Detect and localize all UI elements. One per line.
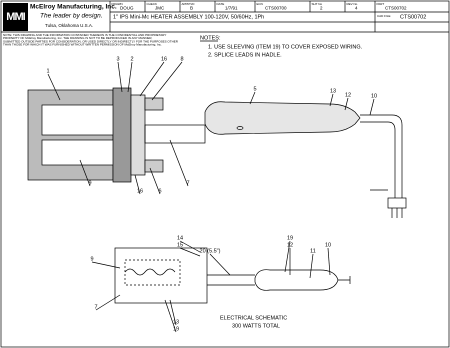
- leader-line: [169, 139, 189, 187]
- cad-label: CAD FILE: [377, 14, 391, 18]
- leader-line: [309, 253, 314, 279]
- leader-line: [344, 97, 349, 111]
- note: 2. SPLICE LEADS IN HADLE.: [208, 52, 282, 58]
- callout: 20 (5.5"): [200, 248, 221, 254]
- leader-line: [79, 159, 91, 187]
- schematic-subtitle: 300 WATTS TOTAL: [232, 323, 280, 329]
- callout: 19: [287, 235, 293, 241]
- notice-line: NOTE: THIS DRAWING AND THE INFORMATION C…: [3, 33, 166, 37]
- notice-line: SUBMITTED OUTSIDE PARTIES FOR CONSIDERAT…: [3, 39, 179, 43]
- callout: 8: [180, 56, 183, 62]
- callout: 19: [173, 326, 179, 332]
- leader-line: [91, 261, 121, 269]
- callout: 3: [116, 56, 119, 62]
- field-value: 1/7/91: [225, 6, 238, 11]
- field-label: REV No: [347, 2, 358, 6]
- callout: 16: [137, 188, 143, 194]
- leader-line: [95, 294, 121, 311]
- callout: 16: [161, 56, 167, 62]
- leader-line: [249, 91, 256, 105]
- field-label: APPR'VD: [182, 2, 196, 6]
- field-label: SHT No: [312, 2, 323, 6]
- leader-line: [139, 61, 165, 97]
- callout: 14: [177, 235, 183, 241]
- callout: 10: [371, 93, 377, 99]
- field-value: 2: [320, 6, 323, 11]
- leader-line: [369, 98, 375, 116]
- leader-line: [179, 247, 201, 257]
- callout: 2: [130, 56, 133, 62]
- callout: 11: [310, 248, 316, 254]
- leader-line: [151, 61, 183, 101]
- leader-line: [329, 93, 334, 107]
- field-label: CHECK: [147, 2, 158, 6]
- leader-line: [284, 240, 291, 273]
- field-value: CTS00700: [265, 6, 287, 11]
- leader-line: [179, 240, 201, 253]
- title-block: MMI McElroy Manufacturing, Inc. The lead…: [1, 1, 449, 47]
- field-label: PART: [377, 2, 385, 6]
- callout: 5: [253, 86, 256, 92]
- leader-line: [47, 73, 61, 101]
- schematic-title: ELECTRICAL SCHEMATIC: [220, 315, 287, 321]
- callout: 7: [186, 180, 189, 186]
- callout: 9: [88, 180, 91, 186]
- field-value: CTS00702: [385, 6, 407, 11]
- leader-line: [127, 61, 133, 93]
- logo-box: [3, 3, 28, 31]
- drawing-title: 1" IPS Mini-Mc HEATER ASSEMBLY 100-120V,…: [113, 14, 264, 20]
- leader-line: [117, 61, 123, 93]
- callout: 1: [46, 68, 49, 74]
- leader-line: [327, 247, 331, 276]
- callout: 15: [177, 242, 183, 248]
- field-value: DOUG: [120, 6, 134, 11]
- field-value: B: [190, 6, 193, 11]
- leader-line: [209, 253, 231, 276]
- notes-heading: NOTES:: [200, 35, 221, 41]
- field-label: DATE: [217, 2, 225, 6]
- field-label: DRAWN: [112, 2, 123, 6]
- callout: 6: [158, 188, 161, 194]
- logo: MMI: [6, 11, 25, 23]
- leader-line: [169, 299, 177, 326]
- callout: 13: [330, 88, 336, 94]
- notice-line: PROPERTY OF McElroy Manufacturing, Inc. …: [3, 36, 153, 40]
- callout: 12: [287, 242, 293, 248]
- location: Tulsa, Oklahoma U.S.A.: [45, 23, 93, 28]
- callout: 9: [90, 256, 93, 262]
- field-label: ECN: [257, 2, 263, 6]
- heater-assembly: [27, 87, 407, 218]
- leader-line: [164, 299, 177, 333]
- callout: 12: [345, 92, 351, 98]
- callout: 10: [325, 242, 331, 248]
- leader-line: [134, 174, 141, 195]
- electrical-schematic: [114, 247, 351, 304]
- cad-value: CTS00702: [400, 14, 426, 20]
- field-value: 4: [355, 6, 358, 11]
- leader-line: [149, 167, 161, 195]
- callout: 13: [173, 319, 179, 325]
- company: McElroy Manufacturing, Inc.: [30, 4, 117, 11]
- field-value: JMC: [155, 6, 165, 11]
- note: 1. USE SLEEVING (ITEM 19) TO COVER EXPOS…: [208, 44, 363, 50]
- callout: 7: [94, 304, 97, 310]
- slogan: The leader by design.: [40, 13, 103, 20]
- notice-line: THAN THOSE FOR WHICH IT WAS FURNISHED WI…: [3, 43, 162, 47]
